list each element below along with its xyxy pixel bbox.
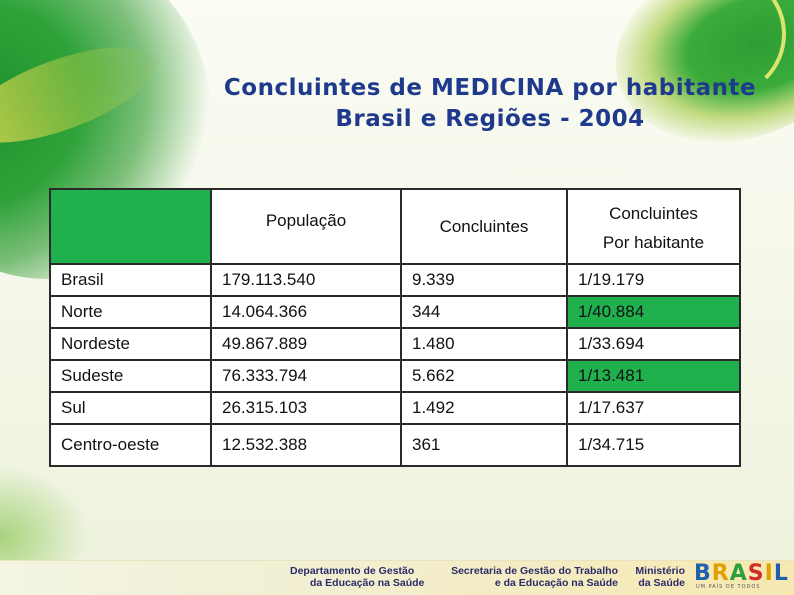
- cell-concluintes: 361: [400, 423, 568, 467]
- header-populacao: População: [210, 188, 402, 265]
- table-row: Sul 26.315.103 1.492 1/17.637: [49, 391, 741, 425]
- table-row: Nordeste 49.867.889 1.480 1/33.694: [49, 327, 741, 361]
- logo-letter: B: [694, 561, 712, 586]
- logo-letter: I: [764, 561, 774, 586]
- header-concluintes: Concluintes: [400, 188, 568, 265]
- cell-region: Norte: [49, 295, 212, 329]
- logo-letter: R: [711, 561, 730, 586]
- cell-por-habitante: 1/19.179: [566, 263, 741, 297]
- brasil-logo-letters: BRASIL: [694, 562, 789, 586]
- cell-concluintes: 9.339: [400, 263, 568, 297]
- logo-letter: S: [747, 561, 765, 586]
- cell-concluintes: 1.480: [400, 327, 568, 361]
- cell-region: Sudeste: [49, 359, 212, 393]
- footer-secretaria: Secretaria de Gestão do Trabalho e da Ed…: [438, 565, 618, 589]
- cell-region: Brasil: [49, 263, 212, 297]
- footer-departamento-line1: Departamento de Gestão: [290, 565, 415, 577]
- cell-populacao: 49.867.889: [210, 327, 402, 361]
- header-corner-cell: [49, 188, 212, 265]
- cell-region: Nordeste: [49, 327, 212, 361]
- table-header-row: População Concluintes Concluintes Por ha…: [49, 188, 741, 265]
- table-row: Centro-oeste 12.532.388 361 1/34.715: [49, 423, 741, 467]
- header-por-habitante-line1: Concluintes: [609, 203, 698, 223]
- slide-title-line1: Concluintes de MEDICINA por habitante: [223, 75, 757, 101]
- footer-ministerio-line2: da Saúde: [638, 577, 685, 589]
- decorative-arc-right: [658, 0, 786, 98]
- cell-populacao: 179.113.540: [210, 263, 402, 297]
- brasil-logo-tagline: UM PAÍS DE TODOS: [696, 584, 761, 590]
- cell-concluintes: 344: [400, 295, 568, 329]
- cell-populacao: 26.315.103: [210, 391, 402, 425]
- cell-por-habitante-highlighted: 1/13.481: [566, 359, 741, 393]
- footer-bar: Departamento de Gestão da Educação na Sa…: [0, 560, 794, 595]
- cell-populacao: 76.333.794: [210, 359, 402, 393]
- cell-por-habitante-highlighted: 1/40.884: [566, 295, 741, 329]
- cell-region: Sul: [49, 391, 212, 425]
- cell-region: Centro-oeste: [49, 423, 212, 467]
- header-por-habitante-line2: Por habitante: [602, 232, 705, 252]
- cell-por-habitante: 1/34.715: [566, 423, 741, 467]
- table-row: Sudeste 76.333.794 5.662 1/13.481: [49, 359, 741, 393]
- cell-por-habitante: 1/33.694: [566, 327, 741, 361]
- logo-letter: A: [729, 561, 748, 586]
- cell-por-habitante: 1/17.637: [566, 391, 741, 425]
- footer-secretaria-line2: e da Educação na Saúde: [494, 577, 618, 589]
- cell-concluintes: 1.492: [400, 391, 568, 425]
- slide-title-line2: Brasil e Regiões - 2004: [335, 106, 645, 132]
- cell-concluintes: 5.662: [400, 359, 568, 393]
- slide-title: Concluintes de MEDICINA por habitante Br…: [150, 73, 794, 135]
- cell-populacao: 14.064.366: [210, 295, 402, 329]
- table-row: Norte 14.064.366 344 1/40.884: [49, 295, 741, 329]
- footer-secretaria-line1: Secretaria de Gestão do Trabalho: [451, 565, 618, 577]
- cell-populacao: 12.532.388: [210, 423, 402, 467]
- footer-ministerio: Ministério da Saúde: [627, 565, 685, 589]
- table-row: Brasil 179.113.540 9.339 1/19.179: [49, 263, 741, 297]
- header-por-habitante: Concluintes Por habitante: [566, 188, 741, 265]
- footer-departamento: Departamento de Gestão da Educação na Sa…: [290, 565, 424, 589]
- footer-departamento-line2: da Educação na Saúde: [310, 577, 425, 589]
- data-table: População Concluintes Concluintes Por ha…: [49, 188, 741, 467]
- brasil-logo: BRASIL UM PAÍS DE TODOS: [694, 562, 788, 592]
- footer-ministerio-line1: Ministério: [635, 565, 685, 577]
- logo-letter: L: [773, 561, 789, 586]
